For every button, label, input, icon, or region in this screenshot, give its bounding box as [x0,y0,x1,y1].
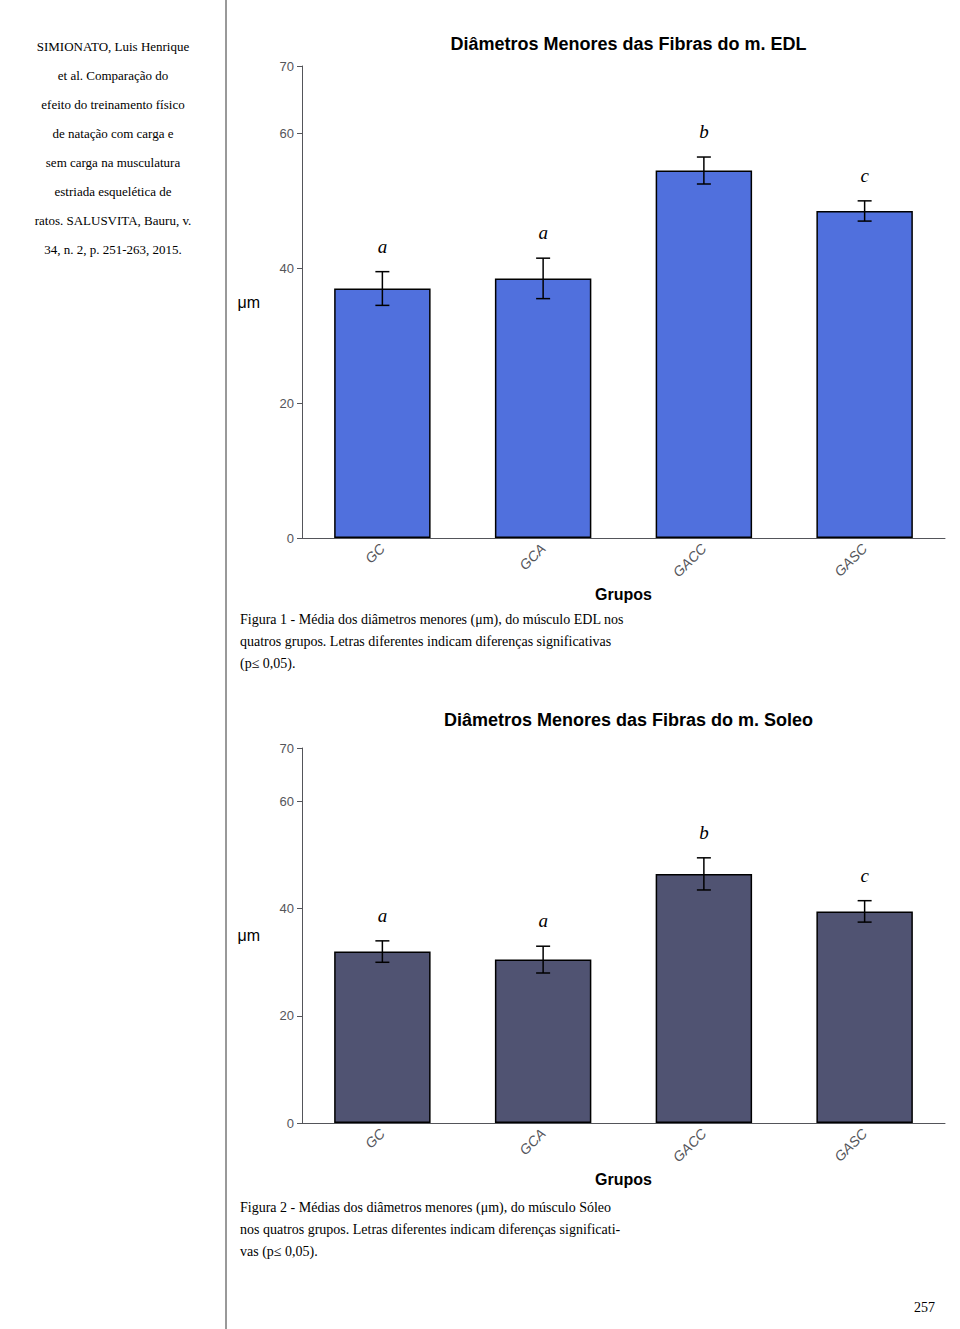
svg-text:estriada esquelética de: estriada esquelética de [55,184,172,199]
svg-text:Diâmetros Menores das Fibras d: Diâmetros Menores das Fibras do m. Soleo [444,710,813,730]
svg-text:257: 257 [914,1300,935,1315]
svg-text:Diâmetros Menores das Fibras d: Diâmetros Menores das Fibras do m. EDL [450,34,806,54]
svg-text:GC: GC [362,540,389,567]
svg-text:et al. Comparação do: et al. Comparação do [58,68,168,83]
svg-text:40: 40 [280,261,294,276]
svg-text:sem carga na musculatura: sem carga na musculatura [46,155,181,170]
svg-text:GASC: GASC [831,1125,871,1165]
svg-text:60: 60 [280,126,294,141]
svg-text:a: a [378,905,388,926]
svg-text:GC: GC [362,1125,389,1152]
svg-text:quatros grupos. Letras diferen: quatros grupos. Letras diferentes indica… [240,634,611,649]
svg-text:Figura 1 - Média dos diâmetros: Figura 1 - Média dos diâmetros menores (… [240,612,623,628]
svg-text:20: 20 [280,1008,294,1023]
svg-text:ratos. SALUSVITA, Bauru, v.: ratos. SALUSVITA, Bauru, v. [35,213,192,228]
svg-text:de natação com carga e: de natação com carga e [52,126,173,141]
svg-text:GACC: GACC [670,1125,711,1166]
svg-text:a: a [538,222,548,243]
svg-text:GCA: GCA [516,540,549,573]
svg-text:c: c [860,865,869,886]
svg-text:vas (p≤ 0,05).: vas (p≤ 0,05). [240,1244,318,1260]
svg-text:60: 60 [280,794,294,809]
svg-text:a: a [538,910,548,931]
svg-text:nos quatros grupos. Letras dif: nos quatros grupos. Letras diferentes in… [240,1222,621,1237]
svg-text:34, n. 2, p. 251-263, 2015.: 34, n. 2, p. 251-263, 2015. [44,242,182,257]
svg-text:μm: μm [237,927,260,944]
svg-text:GACC: GACC [670,540,711,581]
svg-text:Figura 2 - Médias dos diâmetro: Figura 2 - Médias dos diâmetros menores … [240,1200,611,1216]
svg-text:20: 20 [280,396,294,411]
svg-text:GASC: GASC [831,540,871,580]
svg-text:SIMIONATO, Luis Henrique: SIMIONATO, Luis Henrique [37,39,190,54]
svg-text:a: a [378,236,388,257]
svg-text:Grupos: Grupos [595,1171,652,1188]
svg-text:b: b [699,121,709,142]
svg-text:70: 70 [280,59,294,74]
svg-text:b: b [699,822,709,843]
svg-text:GCA: GCA [516,1125,549,1158]
svg-text:0: 0 [287,531,294,546]
svg-text:efeito do treinamento físico: efeito do treinamento físico [41,97,184,112]
svg-text:40: 40 [280,901,294,916]
svg-text:(p≤ 0,05).: (p≤ 0,05). [240,656,296,672]
svg-text:c: c [860,165,869,186]
svg-text:70: 70 [280,741,294,756]
svg-text:μm: μm [237,294,260,311]
svg-text:0: 0 [287,1116,294,1131]
svg-text:Grupos: Grupos [595,586,652,603]
